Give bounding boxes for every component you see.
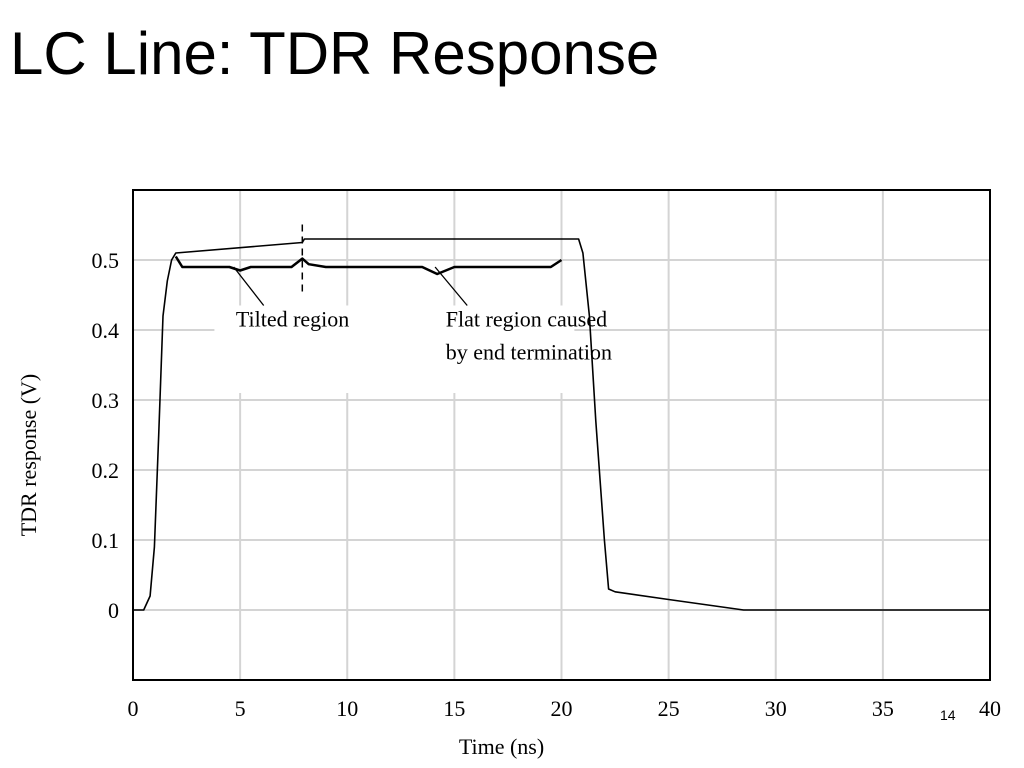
x-axis-label: Time (ns) [459,734,544,759]
y-tick-label: 0 [108,598,119,623]
slide-title: LC Line: TDR Response [10,20,660,87]
y-tick-label: 0.2 [92,458,120,483]
annotation-leaders [233,266,468,306]
x-tick-label: 15 [443,696,465,721]
series-line-2 [174,255,563,276]
x-tick-label: 0 [128,696,139,721]
y-tick-label: 0.3 [92,388,120,413]
y-tick-label: 0.5 [92,248,120,273]
x-tick-label: 5 [235,696,246,721]
tick-labels: 0 5 10 15 20 25 30 35 40 0 0.1 0.2 0.3 0.4 0.5 [92,248,1002,721]
annotations: Tilted region Flat region caused by end te… [236,307,612,365]
x-tick-label: 35 [872,696,894,721]
series-line-1 [133,238,990,611]
grid-lines [132,190,991,680]
x-tick-label: 20 [551,696,573,721]
annotation-leader [233,266,265,306]
x-tick-label: 30 [765,696,787,721]
annotation-text: Tilted region [236,307,349,332]
x-tick-label: 25 [658,696,680,721]
annotation-text: by end termination [446,339,612,364]
y-tick-label: 0.4 [92,318,120,343]
y-axis-label: TDR response (V) [16,374,41,537]
x-tick-label: 40 [979,696,1001,721]
annotation-leader [434,266,468,306]
plot-frame [132,189,991,681]
annotation-box [214,305,575,393]
y-tick-label: 0.1 [92,528,120,553]
series-lines [133,221,990,611]
annotation-text: Flat region caused [446,307,607,332]
x-tick-label: 10 [336,696,358,721]
annotation-background [214,305,575,393]
page-number: 14 [940,707,956,723]
